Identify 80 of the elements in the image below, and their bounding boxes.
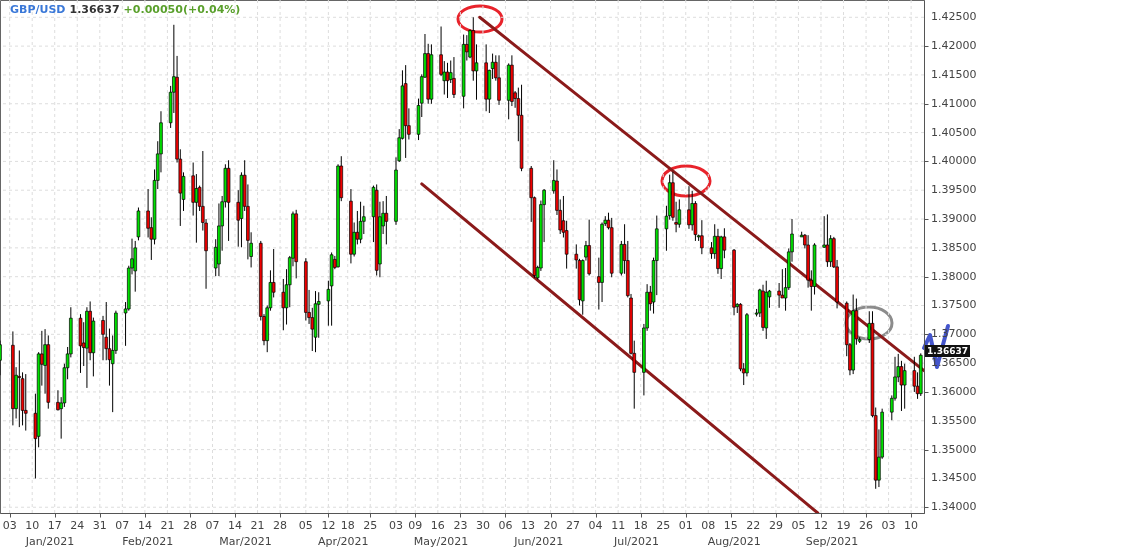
x-tick-label: 17 — [47, 519, 62, 532]
candlestick — [384, 195, 389, 245]
chart-subtitle: 1.36637 — [69, 3, 120, 16]
text: Jul/2021 — [612, 535, 660, 548]
x-tick-label: 29 — [768, 519, 783, 532]
candlestick — [452, 56, 456, 99]
x-tick-label: 20 — [543, 519, 558, 532]
text: Aug/2021 — [706, 535, 762, 548]
x-tick-label: 10 — [904, 519, 919, 532]
y-tick-label: 1.35000 — [931, 442, 977, 456]
x-tick-label: 14 — [137, 519, 152, 532]
candlestick — [194, 173, 199, 244]
x-tick-label: 13 — [521, 519, 535, 532]
x-tick-label: 03 — [2, 519, 17, 532]
x-tick-label: 21 — [250, 519, 265, 532]
x-tick-label: 05 — [298, 519, 313, 532]
x-tick-label: 22 — [746, 519, 761, 532]
y-tick-label: 1.34500 — [931, 471, 977, 485]
x-tick-label: 18 — [633, 519, 648, 532]
annotation: +0.00050(+0.04%) — [123, 3, 241, 16]
y-tick-label: 1.38000 — [931, 269, 977, 283]
candlestick — [825, 213, 830, 268]
candlestick — [358, 201, 363, 244]
x-tick-label: 07 — [115, 519, 130, 532]
x-tick-label: 12 — [813, 519, 828, 532]
x-tick-label: 26 — [859, 519, 874, 532]
x-tick-label: 27 — [566, 519, 581, 532]
text: Feb/2021 — [121, 535, 175, 548]
x-tick-label: 28 — [182, 519, 197, 532]
y-tick-label: 1.39500 — [931, 183, 977, 197]
candlestick — [677, 198, 682, 229]
x-tick-label: 08 — [701, 519, 716, 532]
x-tick-label: 10 — [25, 519, 40, 532]
text: Apr/2021 — [316, 535, 370, 548]
text: Mar/2021 — [218, 535, 273, 548]
x-tick-label: 24 — [70, 519, 85, 532]
x-tick-label: 31 — [92, 519, 107, 532]
x-tick-label: 04 — [588, 519, 603, 532]
candlestick — [902, 363, 907, 410]
x-tick-label: 05 — [791, 519, 806, 532]
x-tick-label: 03 — [389, 519, 403, 532]
text: Sep/2021 — [804, 535, 860, 548]
y-tick-label: 1.38500 — [931, 240, 977, 254]
x-tick-label: 28 — [273, 519, 288, 532]
y-tick-label: 1.39000 — [931, 212, 977, 226]
x-tick-label: 14 — [228, 519, 243, 532]
y-tick-label: 1.40500 — [931, 125, 977, 139]
text: Jun/2021 — [512, 535, 565, 548]
y-tick-label: 1.41000 — [931, 96, 977, 110]
y-tick-label: 1.40000 — [931, 154, 977, 168]
x-tick-label: 23 — [453, 519, 468, 532]
x-tick-label: 01 — [678, 519, 693, 532]
x-tick-label: 11 — [611, 519, 626, 532]
candlestick — [445, 62, 450, 99]
x-tick-label: 16 — [430, 519, 445, 532]
x-tick-label: 03 — [881, 519, 896, 532]
x-tick-label: 07 — [205, 519, 220, 532]
x-tick-label: 12 — [321, 519, 336, 532]
text: Jan/2021 — [24, 535, 76, 548]
y-tick-label: 1.42000 — [931, 39, 977, 53]
y-tick-label: 1.34000 — [931, 500, 977, 514]
candlestick — [497, 54, 501, 106]
x-tick-label: 15 — [723, 519, 738, 532]
chart-title: GBP/USD — [10, 3, 66, 16]
candlestick — [133, 240, 137, 293]
x-tick-label: 25 — [656, 519, 671, 532]
x-tick-label: 30 — [475, 519, 490, 532]
y-tick-label: 1.42500 — [931, 10, 977, 24]
x-tick-label: 06 — [498, 519, 513, 532]
y-tick-label: 1.37500 — [931, 298, 977, 312]
y-tick-label: 1.36000 — [931, 384, 977, 398]
x-tick-label: 25 — [363, 519, 378, 532]
x-tick-label: 19 — [836, 519, 851, 532]
text: May/2021 — [412, 535, 470, 548]
x-tick-label: 21 — [160, 519, 175, 532]
x-tick-label: 18 — [340, 519, 355, 532]
x-tick-label: 09 — [408, 519, 423, 532]
y-tick-label: 1.35500 — [931, 413, 977, 427]
annotation: 1.36637 — [925, 345, 970, 358]
y-tick-label: 1.41500 — [931, 67, 977, 81]
